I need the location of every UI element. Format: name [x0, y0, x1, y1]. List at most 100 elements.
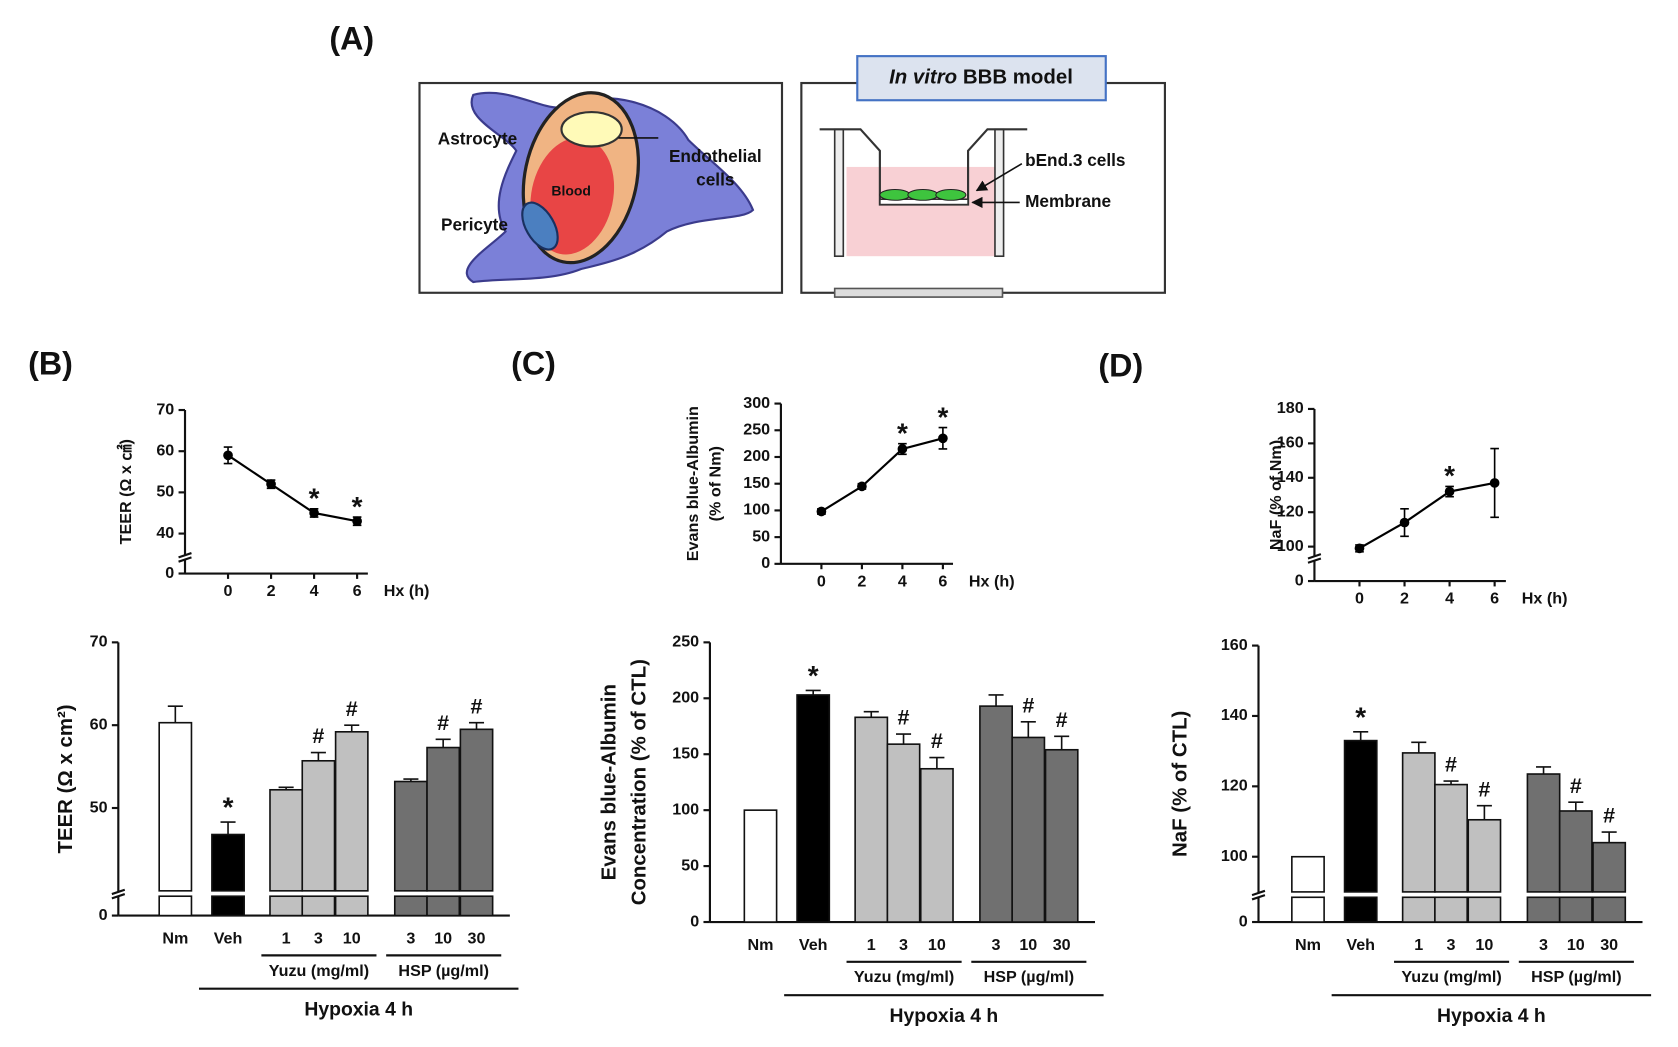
- bracket-label: Hypoxia 4 h: [890, 1005, 999, 1027]
- bar-base-segment: [426, 895, 461, 917]
- y-tick-label: 0: [165, 564, 174, 582]
- bar-base-segment: [1343, 896, 1378, 923]
- panel-label: (B): [28, 345, 73, 381]
- bar: [269, 788, 304, 892]
- error-bar: [468, 721, 485, 730]
- y-axis-label: Evans blue-Albumin: [598, 684, 620, 880]
- bar: [796, 694, 831, 923]
- axis-break: [178, 552, 192, 563]
- x-tick-label: 3: [899, 936, 908, 954]
- data-point: [897, 444, 908, 454]
- bar: [1558, 810, 1593, 893]
- significance-mark: #: [1570, 774, 1582, 798]
- x-tick-label: 2: [857, 572, 866, 590]
- data-point: [938, 433, 948, 444]
- x-tick-label: 10: [928, 936, 946, 954]
- error-bar: [1536, 766, 1552, 775]
- x-tick-label: 2: [1400, 590, 1409, 608]
- x-tick-label: 3: [992, 936, 1001, 954]
- y-tick-label: 50: [681, 856, 699, 874]
- y-tick-label: 300: [743, 394, 770, 412]
- x-tick-label: 30: [468, 930, 486, 948]
- bar-base-segment: [1467, 896, 1502, 923]
- bar: [1467, 818, 1502, 893]
- x-tick-label: Nm: [747, 936, 773, 954]
- bar: [1592, 841, 1627, 893]
- error-bar: [1411, 741, 1427, 753]
- data-point: [1444, 486, 1455, 497]
- bar: [301, 759, 336, 892]
- significance-mark: #: [346, 697, 358, 721]
- x-tick-label: 30: [1600, 936, 1618, 954]
- y-tick-label: 50: [90, 798, 108, 816]
- y-tick-label: 200: [743, 447, 770, 465]
- y-axis-label: (% of Nm): [707, 446, 725, 521]
- significance-mark: *: [1444, 460, 1455, 491]
- x-tick-label: 3: [1447, 936, 1456, 954]
- y-tick-label: 100: [743, 501, 770, 519]
- diagram-label: Membrane: [1025, 191, 1111, 211]
- y-axis-label: NaF (% of Nm): [1267, 440, 1285, 550]
- diagram-label: Blood: [551, 182, 591, 198]
- bar-base-segment: [269, 895, 304, 917]
- x-tick-label: 4: [1445, 590, 1454, 608]
- bar: [1044, 748, 1079, 923]
- bar: [211, 833, 245, 892]
- error-bar: [310, 751, 326, 761]
- bar-base-segment: [158, 895, 193, 917]
- data-point: [816, 506, 827, 517]
- x-tick-label: Veh: [1346, 936, 1375, 954]
- error-bar: [805, 689, 821, 695]
- error-bar: [278, 786, 294, 790]
- bracket-label: Hypoxia 4 h: [1437, 1005, 1546, 1027]
- error-bar: [220, 821, 236, 835]
- x-tick-label: 10: [1567, 936, 1585, 954]
- x-tick-label: Nm: [1295, 936, 1321, 954]
- data-point: [223, 450, 233, 461]
- x-axis-label: Hx (h): [384, 582, 430, 600]
- y-tick-label: 0: [690, 912, 699, 930]
- y-tick-label: 250: [743, 421, 770, 439]
- x-tick-label: 1: [282, 930, 291, 948]
- bar-base-segment: [393, 895, 428, 917]
- y-tick-label: 100: [1277, 537, 1304, 555]
- y-tick-label: 50: [156, 483, 174, 501]
- bar: [1011, 736, 1046, 923]
- bar: [886, 743, 921, 923]
- data-point: [1489, 478, 1500, 488]
- y-tick-label: 100: [672, 800, 699, 818]
- significance-mark: *: [937, 401, 948, 432]
- group-label: Yuzu (mg/ml): [854, 968, 954, 986]
- axis-break: [1251, 889, 1266, 901]
- bar: [334, 731, 369, 892]
- error-bar: [435, 738, 451, 748]
- y-tick-label: 140: [1277, 468, 1304, 486]
- axis-break: [1307, 553, 1322, 564]
- y-tick-label: 70: [156, 400, 174, 418]
- bbb-diagram-left: Astrocyte Endothelial cells Blood Pericy…: [418, 81, 784, 294]
- y-tick-label: 0: [761, 554, 770, 572]
- panel-label: (D): [1098, 348, 1143, 384]
- significance-mark: #: [1022, 693, 1034, 717]
- y-tick-label: 70: [90, 633, 108, 651]
- diagram-label: bEnd.3 cells: [1025, 150, 1125, 170]
- y-axis-label: TEER (Ω x ㎠): [116, 439, 135, 544]
- x-tick-label: 3: [1539, 936, 1548, 954]
- bar-base-segment: [1291, 896, 1325, 923]
- error-bar: [1568, 801, 1584, 811]
- data-point: [1354, 543, 1365, 554]
- group-label: Yuzu (mg/ml): [269, 962, 369, 980]
- x-tick-label: 10: [343, 930, 361, 948]
- error-bar: [1443, 780, 1459, 785]
- y-tick-label: 160: [1277, 434, 1304, 452]
- x-tick-label: Veh: [214, 930, 243, 948]
- significance-mark: #: [931, 729, 943, 753]
- bracket-label: Hypoxia 4 h: [304, 998, 413, 1020]
- data-line: [227, 454, 358, 523]
- bbb-diagram-right: In vitro BBB model bEnd.3 cells Membrane: [800, 55, 1166, 298]
- bar: [426, 746, 461, 892]
- bar: [919, 767, 954, 923]
- bar: [1291, 855, 1325, 893]
- y-axis-label: TEER (Ω x cm²): [55, 704, 77, 853]
- bar: [158, 721, 193, 892]
